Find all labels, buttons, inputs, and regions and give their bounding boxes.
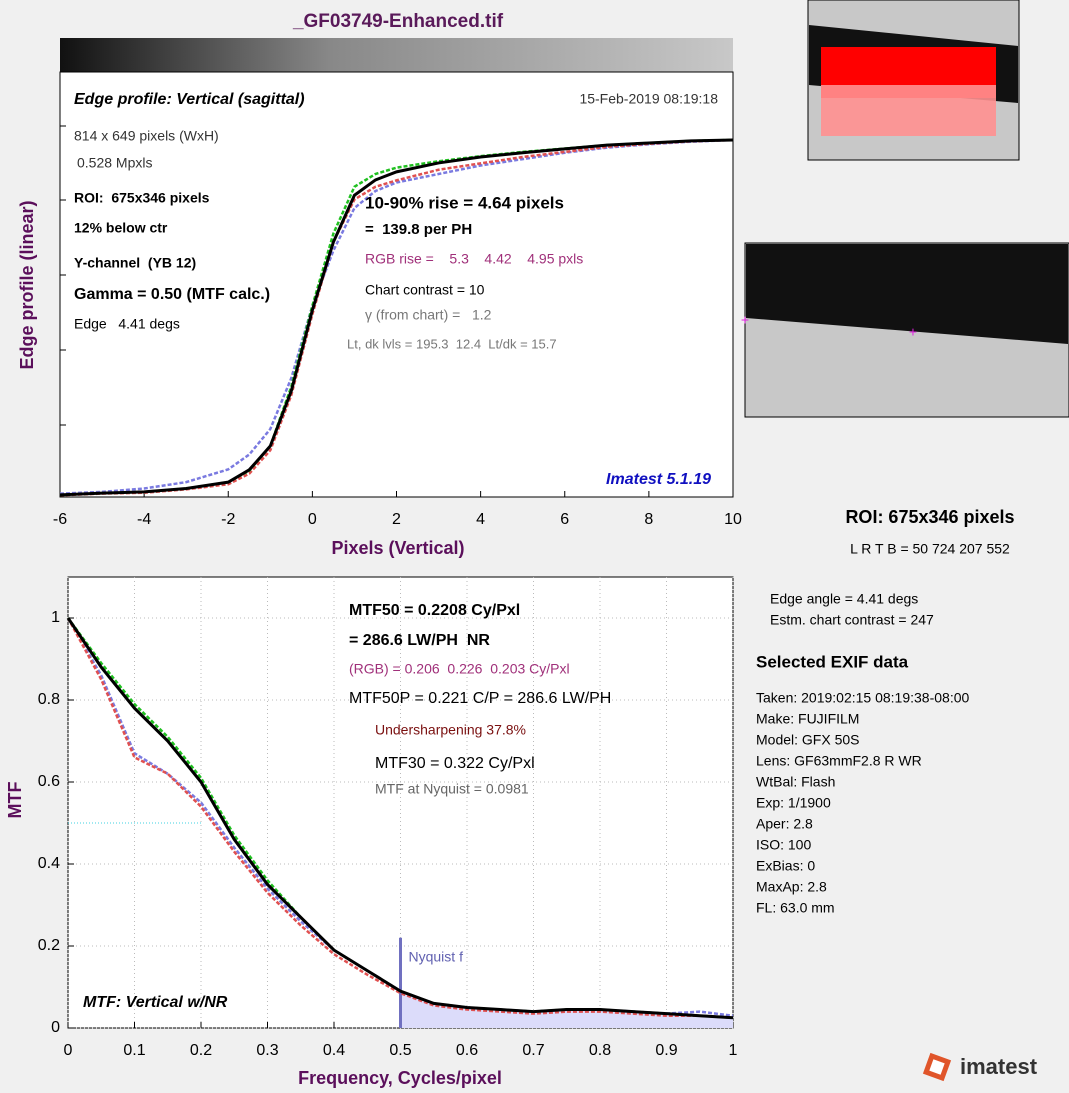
annotation: (RGB) = 0.206 0.226 0.203 Cy/Pxl — [349, 661, 570, 677]
annotation: MTF at Nyquist = 0.0981 — [375, 781, 529, 797]
exif-line: FL: 63.0 mm — [756, 900, 835, 916]
exif-line: Taken: 2019:02:15 08:19:38-08:00 — [756, 690, 970, 706]
svg-text:+: + — [741, 312, 749, 328]
x-tick-label: -2 — [221, 511, 235, 528]
exif-title: Selected EXIF data — [756, 652, 909, 671]
roi-label: ROI: 675x346 pixels — [845, 507, 1014, 527]
x-axis-label: Pixels (Vertical) — [331, 538, 464, 558]
nyquist-label: Nyquist f — [409, 949, 464, 965]
edge-thumbnail: + + — [741, 242, 1069, 418]
roi-bounds: L R T B = 50 724 207 552 — [850, 541, 1010, 557]
chart-title: Edge profile: Vertical (sagittal) — [74, 91, 305, 108]
y-tick-label: 0.8 — [38, 691, 60, 708]
annotation: ROI: 675x346 pixels — [74, 190, 210, 206]
x-tick-label: 1 — [729, 1042, 738, 1059]
annotation: = 286.6 LW/PH NR — [349, 632, 490, 649]
logo: imatest — [922, 1052, 1038, 1082]
exif-line: MaxAp: 2.8 — [756, 879, 827, 895]
x-tick-label: 0 — [64, 1042, 73, 1059]
exif-line: Make: FUJIFILM — [756, 711, 859, 727]
annotation: Gamma = 0.50 (MTF calc.) — [74, 286, 270, 303]
x-axis-label: Frequency, Cycles/pixel — [298, 1068, 502, 1088]
x-tick-label: -6 — [53, 511, 67, 528]
y-tick-label: 0 — [51, 1019, 60, 1036]
x-tick-label: 4 — [476, 511, 485, 528]
watermark: Imatest 5.1.19 — [606, 471, 711, 488]
exif-line: Exp: 1/1900 — [756, 795, 831, 811]
x-tick-label: 0.6 — [456, 1042, 478, 1059]
roi-thumbnail — [807, 0, 1020, 161]
y-tick-label: 1 — [51, 609, 60, 626]
x-tick-label: 0.4 — [323, 1042, 345, 1059]
exif-line: Aper: 2.8 — [756, 816, 813, 832]
exif-line: ISO: 100 — [756, 837, 811, 853]
x-tick-label: 0.3 — [256, 1042, 278, 1059]
x-tick-label: 0.2 — [190, 1042, 212, 1059]
annotation: γ (from chart) = 1.2 — [365, 307, 492, 323]
logo-text: imatest — [960, 1054, 1038, 1079]
x-tick-label: 0.1 — [123, 1042, 145, 1059]
x-tick-label: 0.5 — [389, 1042, 411, 1059]
annotation: Edge 4.41 degs — [74, 316, 180, 332]
y-tick-label: 0.2 — [38, 937, 60, 954]
annotation: Lt, dk lvls = 195.3 12.4 Lt/dk = 15.7 — [347, 336, 557, 351]
y-tick-label: 0.6 — [38, 773, 60, 790]
annotation: 0.528 Mpxls — [77, 155, 152, 171]
annotation: MTF50P = 0.221 C/P = 286.6 LW/PH — [349, 690, 611, 707]
exif-line: ExBias: 0 — [756, 858, 815, 874]
x-tick-label: 2 — [392, 511, 401, 528]
annotation: = 139.8 per PH — [365, 221, 472, 238]
x-tick-label: 6 — [560, 511, 569, 528]
x-tick-label: 0.8 — [589, 1042, 611, 1059]
series-line — [66, 617, 734, 1020]
annotation: Y-channel (YB 12) — [74, 255, 196, 271]
annotation: 10-90% rise = 4.64 pixels — [365, 193, 564, 212]
x-tick-label: 0 — [308, 511, 317, 528]
annotation: 12% below ctr — [74, 220, 168, 236]
edge-angle: Edge angle = 4.41 degs — [770, 591, 918, 607]
svg-text:+: + — [909, 324, 917, 340]
annotation: RGB rise = 5.3 4.42 4.95 pxls — [365, 251, 583, 267]
file-title: _GF03749-Enhanced.tif — [292, 11, 504, 32]
edge-plot-area — [59, 71, 734, 498]
x-tick-label: 8 — [644, 511, 653, 528]
series-line — [66, 617, 734, 1019]
y-axis-label: MTF — [5, 782, 25, 819]
exif-line: Lens: GF63mmF2.8 R WR — [756, 753, 922, 769]
exif-line: WtBal: Flash — [756, 774, 835, 790]
y-axis-label: Edge profile (linear) — [17, 200, 37, 369]
annotation: MTF30 = 0.322 Cy/Pxl — [375, 755, 535, 772]
annotation: 814 x 649 pixels (WxH) — [74, 128, 219, 144]
x-tick-label: 10 — [724, 511, 742, 528]
x-tick-label: 0.9 — [655, 1042, 677, 1059]
x-tick-label: 0.7 — [522, 1042, 544, 1059]
series-line — [59, 138, 734, 497]
gray-strip — [60, 38, 733, 72]
y-tick-label: 0.4 — [38, 855, 60, 872]
chart-title: MTF: Vertical w/NR — [83, 994, 228, 1011]
x-tick-label: -4 — [137, 511, 151, 528]
annotation: Undersharpening 37.8% — [375, 722, 526, 738]
chart-contrast: Estm. chart contrast = 247 — [770, 612, 934, 628]
annotation: Chart contrast = 10 — [365, 282, 485, 298]
exif-line: Model: GFX 50S — [756, 732, 860, 748]
annotation: MTF50 = 0.2208 Cy/Pxl — [349, 602, 520, 619]
chart-date: 15-Feb-2019 08:19:18 — [579, 91, 718, 107]
